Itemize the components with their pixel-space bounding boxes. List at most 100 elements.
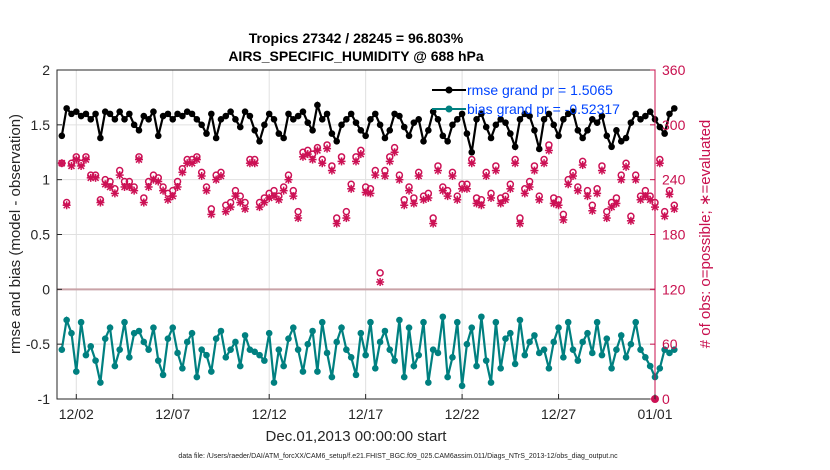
obs-evaluated-marker xyxy=(356,150,365,159)
bias-point xyxy=(121,318,128,326)
bias-point xyxy=(420,318,427,326)
obs-evaluated-marker xyxy=(385,157,394,166)
obs-evaluated-marker xyxy=(212,175,221,184)
rmse-point xyxy=(111,116,119,123)
obs-evaluated-marker xyxy=(530,166,539,175)
rmse-point xyxy=(560,116,567,123)
bias-point xyxy=(439,313,447,321)
obs-evaluated-marker xyxy=(323,144,332,153)
obs-evaluated-marker xyxy=(159,186,168,195)
bias-point xyxy=(164,335,172,342)
obs-evaluated-marker xyxy=(327,166,336,175)
obs-evaluated-marker xyxy=(448,172,457,181)
rmse-point xyxy=(116,108,123,115)
obs-evaluated-marker xyxy=(607,203,616,212)
obs-evaluated-marker xyxy=(559,215,568,224)
rmse-point xyxy=(646,108,654,115)
right-tick-label: 240 xyxy=(662,172,686,188)
obs-evaluated-marker xyxy=(236,198,245,207)
rmse-point xyxy=(670,105,678,112)
bias-point xyxy=(183,338,191,346)
obs-evaluated-marker xyxy=(482,172,491,181)
bias-point xyxy=(265,329,273,337)
bias-point xyxy=(285,335,292,342)
bias-point xyxy=(507,329,514,337)
obs-evaluated-marker xyxy=(173,182,182,191)
bias-point xyxy=(135,327,143,335)
rmse-point xyxy=(241,108,249,115)
chart-title-line2: AIRS_SPECIFIC_HUMIDITY @ 688 hPa xyxy=(228,48,484,64)
obs-evaluated-marker xyxy=(670,204,679,213)
obs-evaluated-marker xyxy=(279,186,288,195)
bias-point xyxy=(444,373,451,381)
y-axis-label-right: # of obs: o=possible; ∗=evaluated xyxy=(697,120,714,349)
rmse-point xyxy=(473,116,480,123)
rmse-point xyxy=(347,110,355,118)
rmse-point xyxy=(328,130,336,137)
left-tick-label: 0 xyxy=(42,281,50,297)
left-tick-label: 2 xyxy=(42,62,50,78)
obs-evaluated-marker xyxy=(188,159,197,168)
rmse-point xyxy=(492,121,500,129)
bias-point xyxy=(425,379,432,386)
rmse-point xyxy=(458,110,466,118)
bias-point xyxy=(159,371,167,379)
rmse-point xyxy=(574,127,582,134)
bias-point xyxy=(179,364,186,372)
rmse-point xyxy=(540,116,548,123)
rmse-point xyxy=(463,130,471,137)
obs-evaluated-marker xyxy=(342,214,351,223)
bias-line xyxy=(60,315,675,386)
obs-evaluated-marker xyxy=(501,195,510,204)
rmse-point xyxy=(198,121,205,129)
rmse-point xyxy=(550,121,558,129)
obs-evaluated-marker xyxy=(544,146,553,155)
rmse-point xyxy=(140,112,148,120)
bias-point xyxy=(555,324,562,332)
bias-point xyxy=(343,346,350,353)
bias-point xyxy=(516,316,524,324)
bias-point xyxy=(87,343,95,350)
rmse-point xyxy=(314,101,321,109)
rmse-point xyxy=(497,116,504,123)
bias-point xyxy=(589,349,596,357)
obs-evaluated-marker xyxy=(110,189,119,198)
obs-evaluated-marker xyxy=(352,157,360,166)
bias-point xyxy=(72,368,80,375)
bias-point xyxy=(521,351,529,359)
rmse-point xyxy=(318,116,326,123)
rmse-point xyxy=(396,112,403,120)
bias-point xyxy=(309,327,316,335)
obs-evaluated-marker xyxy=(617,175,626,184)
bias-point xyxy=(564,318,572,326)
rmse-point xyxy=(193,116,201,123)
obs-evaluated-marker xyxy=(622,162,631,171)
bias-point xyxy=(241,332,249,339)
obs-evaluated-marker xyxy=(467,159,476,168)
left-tick-label: -0.5 xyxy=(26,336,50,352)
obs-evaluated-marker xyxy=(274,195,283,204)
bias-point xyxy=(116,346,123,353)
rmse-point xyxy=(357,127,365,134)
bias-point xyxy=(478,313,485,321)
obs-evaluated-marker xyxy=(72,155,81,164)
obs-evaluated-marker xyxy=(646,195,655,204)
obs-evaluated-marker xyxy=(631,175,640,184)
bias-point xyxy=(560,354,567,361)
rmse-point xyxy=(290,116,297,123)
obs-evaluated-marker xyxy=(106,182,115,191)
obs-evaluated-marker xyxy=(443,192,452,201)
rmse-point xyxy=(169,116,177,123)
rmse-point xyxy=(381,134,389,142)
bias-point xyxy=(208,368,215,375)
rmse-point xyxy=(92,110,99,118)
obs-evaluated-marker xyxy=(511,159,520,168)
bias-point xyxy=(275,346,283,353)
bias-point xyxy=(198,346,205,353)
rmse-point xyxy=(362,132,369,140)
obs-evaluated-marker xyxy=(424,193,433,202)
bias-point xyxy=(145,346,152,353)
bias-point xyxy=(367,318,374,326)
rmse-point xyxy=(507,130,514,137)
rmse-point xyxy=(434,116,442,123)
